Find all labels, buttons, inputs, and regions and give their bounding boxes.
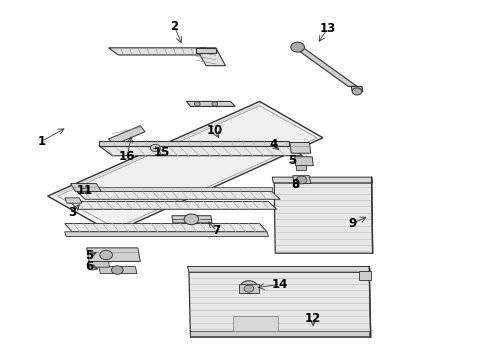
Polygon shape: [191, 331, 369, 337]
Text: 8: 8: [292, 178, 300, 191]
Polygon shape: [109, 48, 216, 55]
Polygon shape: [99, 146, 302, 156]
Text: 14: 14: [272, 278, 288, 291]
Circle shape: [150, 144, 160, 152]
Polygon shape: [290, 143, 311, 153]
Polygon shape: [295, 165, 306, 170]
Text: 5: 5: [85, 248, 93, 261]
Polygon shape: [65, 224, 267, 232]
Circle shape: [100, 250, 113, 260]
Polygon shape: [233, 316, 278, 331]
Polygon shape: [109, 126, 145, 145]
Text: 15: 15: [154, 146, 171, 159]
Text: 16: 16: [119, 150, 135, 163]
Text: 5: 5: [288, 154, 296, 167]
Circle shape: [244, 285, 254, 292]
Polygon shape: [99, 141, 289, 146]
Polygon shape: [172, 216, 212, 223]
Polygon shape: [87, 248, 140, 261]
Polygon shape: [196, 48, 216, 53]
Polygon shape: [351, 86, 363, 91]
Polygon shape: [65, 232, 269, 237]
Circle shape: [195, 102, 200, 106]
Circle shape: [212, 102, 218, 106]
Polygon shape: [294, 47, 357, 86]
Text: 4: 4: [269, 139, 277, 152]
Text: 7: 7: [213, 224, 221, 237]
Text: 2: 2: [171, 20, 178, 33]
Text: 10: 10: [207, 124, 223, 137]
Polygon shape: [274, 183, 373, 253]
Polygon shape: [70, 202, 277, 209]
Circle shape: [112, 266, 123, 274]
Text: 13: 13: [319, 22, 336, 35]
Polygon shape: [360, 271, 371, 280]
Text: 12: 12: [305, 312, 321, 325]
Polygon shape: [88, 261, 110, 267]
Polygon shape: [239, 284, 259, 293]
Polygon shape: [188, 266, 371, 272]
Polygon shape: [48, 102, 323, 233]
Polygon shape: [189, 272, 371, 337]
Polygon shape: [57, 106, 317, 228]
Polygon shape: [272, 177, 373, 183]
Circle shape: [296, 176, 307, 184]
Polygon shape: [77, 187, 272, 192]
Circle shape: [291, 42, 304, 52]
Text: 11: 11: [77, 184, 93, 197]
Polygon shape: [293, 176, 311, 184]
Polygon shape: [294, 157, 313, 166]
Circle shape: [240, 281, 258, 294]
Polygon shape: [196, 48, 225, 66]
Text: 1: 1: [37, 135, 46, 148]
Polygon shape: [187, 102, 235, 107]
Text: 9: 9: [348, 217, 356, 230]
Circle shape: [184, 214, 199, 225]
Text: 6: 6: [85, 260, 93, 273]
Circle shape: [352, 88, 362, 95]
Polygon shape: [71, 184, 101, 192]
Text: 3: 3: [68, 206, 76, 219]
Polygon shape: [65, 198, 82, 203]
Polygon shape: [99, 266, 137, 274]
Polygon shape: [77, 192, 280, 199]
